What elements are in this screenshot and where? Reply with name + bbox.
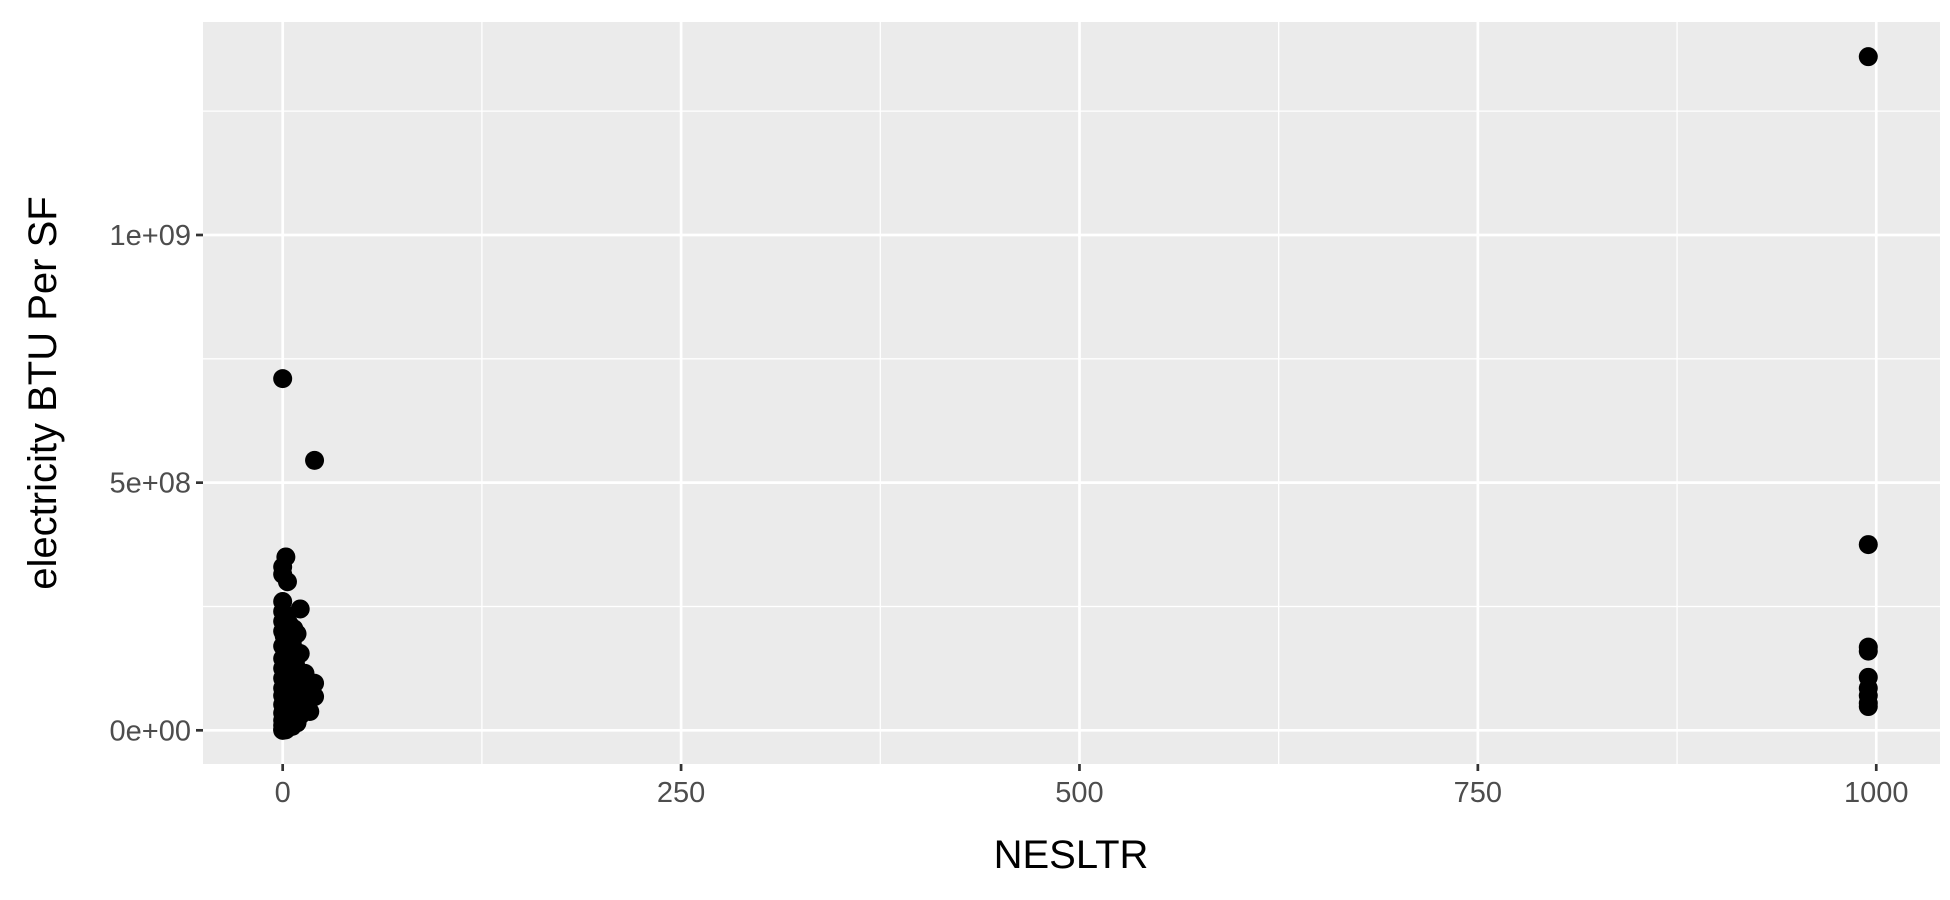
axis-ticks bbox=[196, 233, 1878, 771]
data-point bbox=[277, 572, 297, 592]
x-tick-label: 1000 bbox=[1844, 777, 1909, 809]
minor-gridlines bbox=[203, 22, 1940, 764]
major-gridlines bbox=[203, 22, 1940, 764]
axis-tick-labels: 0 250 500 750 1000 0e+00 5e+08 1e+09 bbox=[110, 220, 1909, 809]
x-axis-title: NESLTR bbox=[994, 833, 1149, 877]
y-axis-title: electricity BTU Per SF bbox=[21, 196, 65, 589]
x-tick-label: 250 bbox=[657, 777, 705, 809]
data-point bbox=[1858, 535, 1878, 555]
data-point bbox=[1858, 47, 1878, 67]
data-point bbox=[1858, 641, 1878, 661]
data-point bbox=[1858, 697, 1878, 717]
data-point bbox=[273, 369, 293, 389]
y-tick-label: 5e+08 bbox=[110, 468, 191, 500]
y-tick-label: 1e+09 bbox=[110, 220, 191, 252]
y-tick-label: 0e+00 bbox=[110, 715, 191, 747]
x-tick-label: 500 bbox=[1055, 777, 1103, 809]
data-points bbox=[273, 47, 1878, 740]
x-tick-label: 750 bbox=[1454, 777, 1502, 809]
x-tick-label: 0 bbox=[275, 777, 291, 809]
data-point bbox=[273, 720, 293, 740]
plot-panel bbox=[203, 22, 1940, 764]
data-point bbox=[305, 450, 325, 470]
data-point bbox=[290, 599, 310, 619]
